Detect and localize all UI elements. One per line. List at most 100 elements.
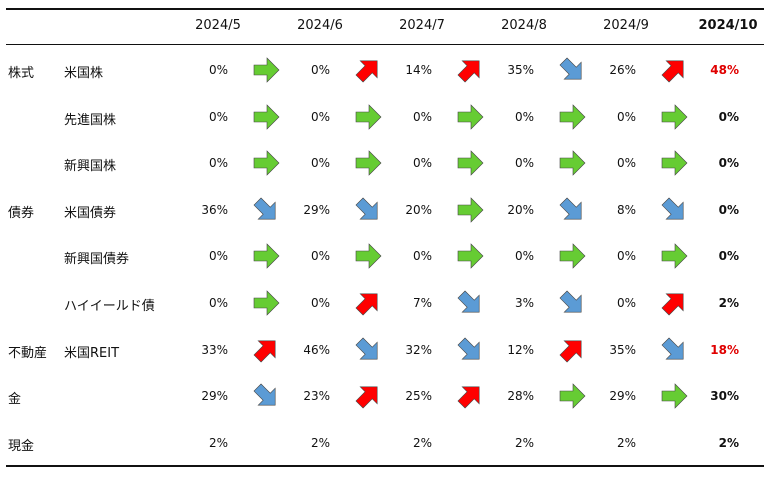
- value-cell: 0%: [616, 249, 636, 264]
- row-category: 債券: [8, 205, 35, 221]
- value-cell: 35%: [507, 63, 534, 77]
- trend-arrow-flat-icon: [661, 383, 688, 409]
- value-cell: 33%: [201, 342, 228, 357]
- row-category: 現金: [8, 438, 35, 454]
- trend-arrow-flat-icon: [559, 243, 586, 270]
- trend-arrow-flat-icon: [253, 243, 280, 270]
- value-cell: 0%: [208, 63, 228, 77]
- trend-arrow-flat-icon: [355, 243, 382, 270]
- row-category: 金: [8, 392, 22, 408]
- value-cell: 0%: [310, 109, 330, 124]
- value-cell: 14%: [405, 63, 432, 77]
- trend-arrow-flat-icon: [457, 243, 484, 270]
- value-cell: 0%: [412, 156, 432, 171]
- value-cell: 2%: [208, 435, 228, 450]
- value-cell: 0%: [616, 109, 636, 124]
- trend-arrow-flat-icon: [355, 103, 382, 130]
- value-cell: 0%: [412, 249, 432, 264]
- value-cell: 0%: [514, 249, 534, 264]
- value-cell: 0%: [208, 109, 228, 124]
- value-cell: 0%: [310, 249, 330, 264]
- row-asset-name: 米国株: [64, 66, 104, 81]
- month-header: 2024/6: [297, 18, 343, 33]
- latest-value-cell: 0%: [718, 249, 739, 264]
- table-top-rule: [6, 8, 764, 10]
- trend-arrow-down-icon: [661, 337, 684, 360]
- trend-arrow-down-icon: [253, 197, 276, 220]
- latest-value-cell: 0%: [718, 156, 739, 171]
- row-asset-name: 先進国株: [64, 112, 117, 128]
- trend-arrow-flat-icon: [457, 103, 484, 130]
- value-cell: 28%: [507, 389, 534, 404]
- trend-arrow-flat-icon: [457, 150, 484, 176]
- trend-arrow-down-icon: [355, 337, 378, 360]
- trend-arrow-flat-icon: [355, 150, 382, 176]
- trend-arrow-up-icon: [457, 386, 480, 409]
- value-cell: 2%: [514, 435, 534, 450]
- latest-value-cell: 2%: [718, 296, 739, 310]
- value-cell: 36%: [201, 202, 228, 217]
- value-cell: 0%: [514, 156, 534, 171]
- value-cell: 29%: [609, 389, 636, 404]
- value-cell: 2%: [412, 435, 432, 450]
- trend-arrow-flat-icon: [661, 103, 688, 130]
- trend-arrow-up-icon: [661, 60, 684, 83]
- trend-arrow-flat-icon: [253, 150, 280, 176]
- month-header: 2024/9: [603, 18, 649, 33]
- trend-arrow-down-icon: [661, 197, 684, 220]
- trend-arrow-up-icon: [355, 293, 378, 316]
- table-bottom-rule: [6, 465, 764, 467]
- trend-arrow-flat-icon: [559, 383, 586, 409]
- month-header: 2024/10: [698, 18, 758, 33]
- latest-value-cell: 48%: [710, 63, 739, 77]
- trend-arrow-flat-icon: [559, 103, 586, 130]
- trend-arrow-flat-icon: [457, 197, 484, 223]
- value-cell: 35%: [609, 342, 636, 357]
- value-cell: 7%: [412, 296, 432, 310]
- value-cell: 0%: [310, 63, 330, 77]
- trend-arrow-flat-icon: [253, 57, 280, 83]
- value-cell: 23%: [303, 389, 330, 404]
- row-category: 株式: [8, 66, 35, 81]
- trend-arrow-up-icon: [559, 340, 582, 363]
- row-asset-name: 新興国債券: [64, 252, 130, 268]
- row-category: 不動産: [8, 345, 48, 361]
- trend-arrow-down-icon: [355, 197, 378, 220]
- row-asset-name: ハイイールド債: [64, 299, 155, 314]
- value-cell: 32%: [405, 342, 432, 357]
- trend-arrow-up-icon: [457, 60, 480, 83]
- value-cell: 0%: [208, 156, 228, 171]
- value-cell: 20%: [405, 202, 432, 217]
- latest-value-cell: 18%: [710, 342, 739, 357]
- value-cell: 0%: [310, 296, 330, 310]
- value-cell: 0%: [514, 109, 534, 124]
- trend-arrow-up-icon: [661, 293, 684, 316]
- trend-arrow-down-icon: [559, 290, 582, 313]
- trend-arrow-down-icon: [457, 337, 480, 360]
- latest-value-cell: 0%: [718, 109, 739, 124]
- value-cell: 0%: [208, 249, 228, 264]
- value-cell: 2%: [310, 435, 330, 450]
- row-asset-name: 米国REIT: [64, 345, 120, 361]
- header-rule: [6, 44, 764, 45]
- value-cell: 0%: [616, 156, 636, 171]
- value-cell: 2%: [616, 435, 636, 450]
- value-cell: 46%: [303, 342, 330, 357]
- value-cell: 25%: [405, 389, 432, 404]
- trend-arrow-up-icon: [355, 386, 378, 409]
- value-cell: 0%: [616, 296, 636, 310]
- trend-arrow-up-icon: [355, 60, 378, 83]
- trend-arrow-flat-icon: [253, 290, 280, 316]
- month-header: 2024/8: [501, 18, 547, 33]
- row-asset-name: 新興国株: [64, 159, 117, 175]
- trend-arrow-flat-icon: [559, 150, 586, 176]
- trend-arrow-down-icon: [559, 57, 582, 80]
- trend-arrow-flat-icon: [661, 150, 688, 176]
- value-cell: 3%: [514, 296, 534, 310]
- value-cell: 0%: [310, 156, 330, 171]
- latest-value-cell: 0%: [718, 202, 739, 217]
- month-header: 2024/5: [195, 18, 241, 33]
- trend-arrow-down-icon: [559, 197, 582, 220]
- value-cell: 12%: [507, 342, 534, 357]
- value-cell: 0%: [412, 109, 432, 124]
